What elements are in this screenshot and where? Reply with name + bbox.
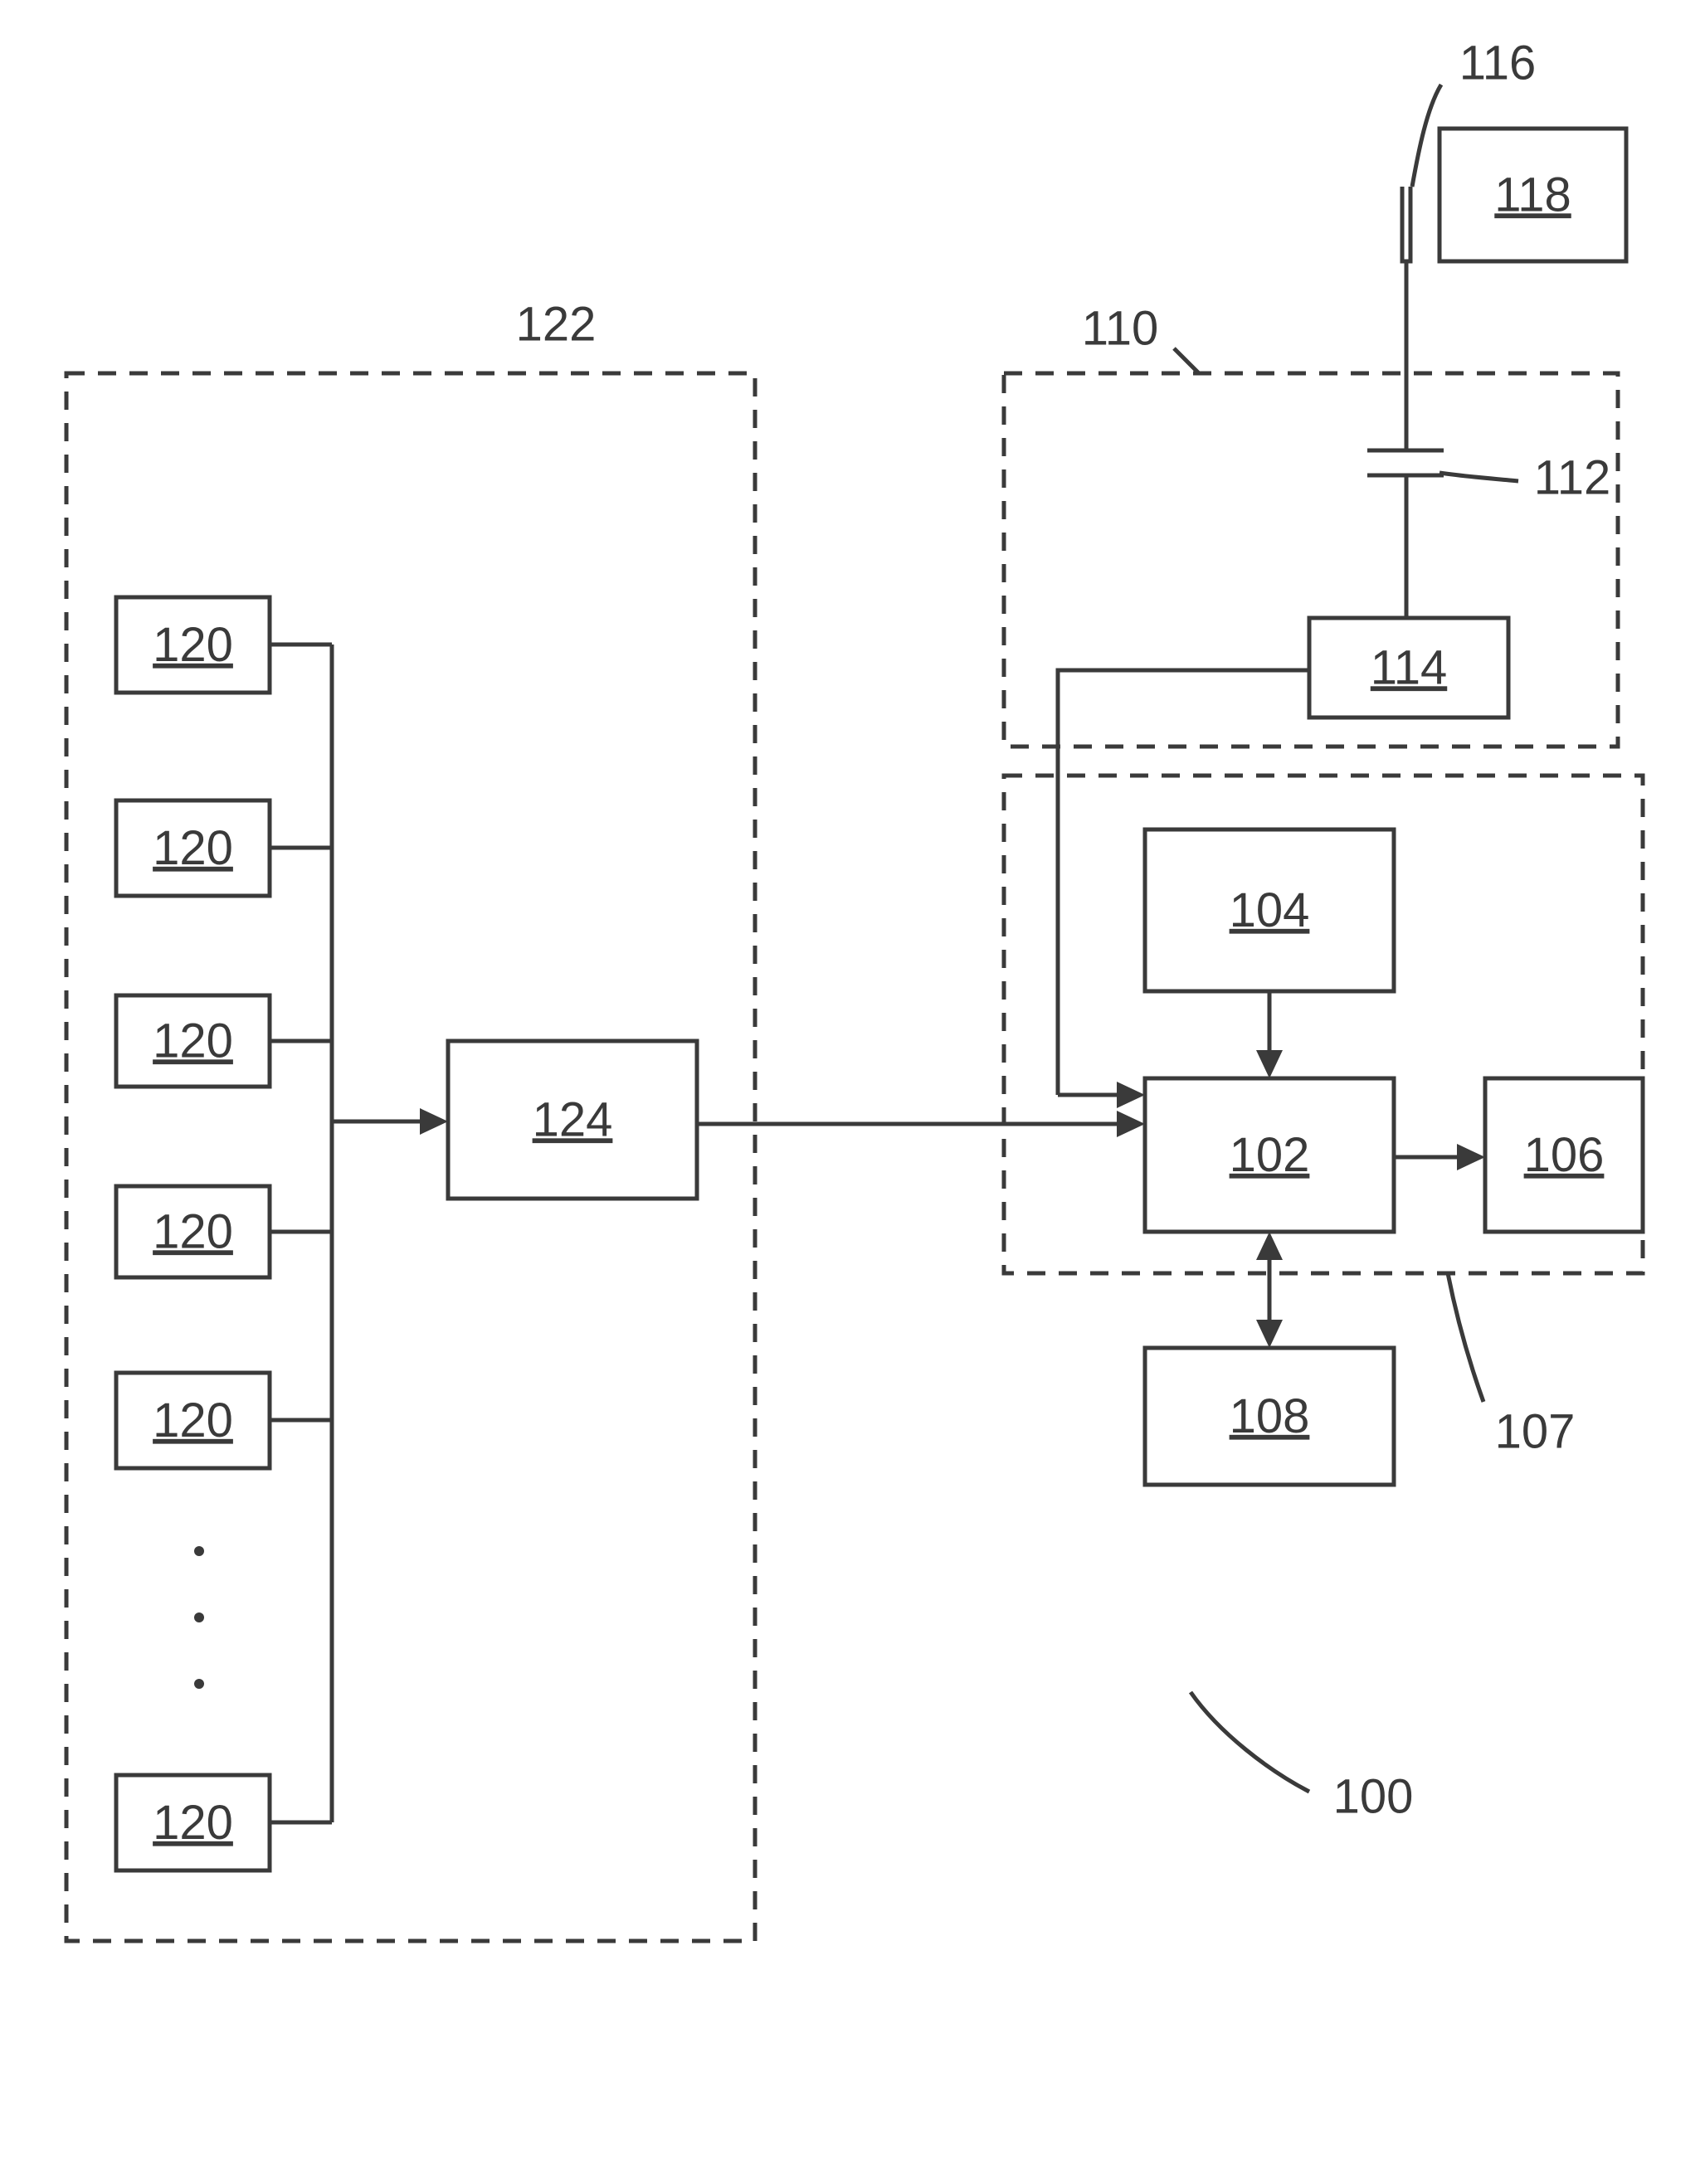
dashed-region-122	[66, 373, 755, 1941]
callout-leader-107	[1448, 1273, 1483, 1402]
callout-leader-112	[1440, 473, 1518, 481]
node-label-108: 108	[1230, 1389, 1310, 1443]
node-label-120-5: 120	[153, 1394, 233, 1447]
ellipsis-dot	[194, 1679, 204, 1689]
arrow-head-104-to-102	[1256, 1050, 1283, 1078]
node-label-120-1: 120	[153, 618, 233, 672]
callout-text-112: 112	[1534, 450, 1610, 504]
node-label-104: 104	[1230, 883, 1310, 937]
node-label-120-6: 120	[153, 1796, 233, 1850]
callout-text-122: 122	[516, 297, 597, 351]
callout-text-116: 116	[1459, 36, 1536, 90]
callout-text-100: 100	[1333, 1769, 1414, 1823]
arrow-head-102-108	[1256, 1320, 1283, 1348]
node-label-120-3: 120	[153, 1014, 233, 1068]
node-label-120-2: 120	[153, 821, 233, 875]
arrow-head-114-into-102	[1117, 1082, 1145, 1108]
node-label-114: 114	[1371, 640, 1447, 694]
ellipsis-dot	[194, 1546, 204, 1556]
node-label-102: 102	[1230, 1128, 1310, 1182]
callout-text-110: 110	[1082, 301, 1158, 355]
dashed-region-107	[1004, 776, 1643, 1273]
ellipsis-dot	[194, 1612, 204, 1622]
node-label-120-4: 120	[153, 1204, 233, 1258]
arrow-head-rev-102-108	[1256, 1232, 1283, 1260]
arrow-head-bus-to-124	[420, 1108, 448, 1135]
node-label-106: 106	[1524, 1128, 1605, 1182]
callout-leader-110	[1174, 348, 1199, 373]
arrow-head-124-to-102	[1117, 1111, 1145, 1137]
node-label-118: 118	[1494, 168, 1571, 221]
callout-leader-100	[1191, 1692, 1309, 1792]
callout-leader-116	[1412, 85, 1441, 187]
arrow-head-102-to-106	[1457, 1144, 1485, 1170]
wire-118-port	[1402, 187, 1410, 261]
callout-text-107: 107	[1495, 1404, 1576, 1458]
node-label-124: 124	[533, 1092, 613, 1146]
